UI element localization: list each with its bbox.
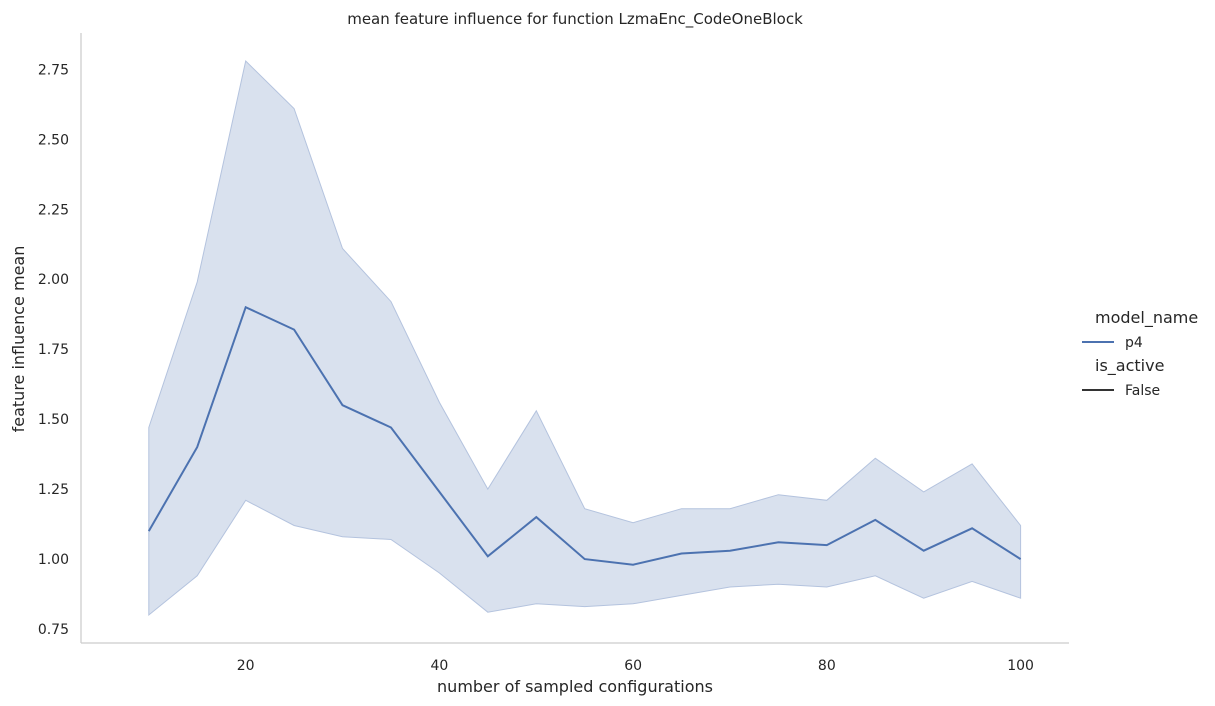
x-tick-label: 100 [1007, 658, 1034, 674]
y-tick-label: 0.75 [38, 622, 69, 638]
plot-area [147, 60, 1022, 617]
data-point [777, 541, 779, 543]
y-tick-label: 2.00 [38, 272, 69, 288]
legend-title-is-active: is_active [1095, 356, 1164, 376]
x-tick-label: 20 [237, 658, 255, 674]
data-point [342, 404, 344, 406]
y-tick-label: 2.25 [38, 202, 69, 218]
data-point [584, 558, 586, 560]
x-tick-label: 60 [624, 658, 642, 674]
data-point [293, 329, 295, 331]
confidence-band [148, 60, 1022, 617]
data-point [148, 530, 150, 532]
x-tick-label: 80 [818, 658, 836, 674]
data-point [923, 550, 925, 552]
legend-label-false: False [1125, 383, 1160, 399]
y-tick-label: 2.75 [38, 62, 69, 78]
y-tick-label: 1.75 [38, 342, 69, 358]
data-point [1020, 558, 1022, 560]
y-tick-label: 1.25 [38, 482, 69, 498]
y-axis-ticks: 0.75 1.00 1.25 1.50 1.75 2.00 2.25 2.50 2.75 [38, 62, 69, 638]
data-point [487, 555, 489, 557]
y-axis-label: feature influence mean [9, 246, 28, 433]
x-axis-label: number of sampled configurations [437, 677, 713, 696]
x-axis-ticks: 20 40 60 80 100 [237, 658, 1034, 674]
data-point [438, 491, 440, 493]
x-tick-label: 40 [430, 658, 448, 674]
data-point [390, 427, 392, 429]
legend-title-model-name: model_name [1095, 308, 1198, 328]
data-point [826, 544, 828, 546]
data-point [196, 446, 198, 448]
y-tick-label: 1.50 [38, 412, 69, 428]
y-tick-label: 2.50 [38, 132, 69, 148]
data-point [729, 550, 731, 552]
chart-title: mean feature influence for function Lzma… [347, 10, 803, 29]
data-point [971, 527, 973, 529]
data-point [874, 519, 876, 521]
data-point [535, 516, 537, 518]
data-point [681, 552, 683, 554]
legend-label-p4: p4 [1125, 335, 1143, 351]
data-point [632, 564, 634, 566]
y-tick-label: 1.00 [38, 552, 69, 568]
legend: model_name p4 is_active False [1082, 308, 1198, 399]
data-point [245, 306, 247, 308]
series-line-p4 [147, 305, 1022, 566]
